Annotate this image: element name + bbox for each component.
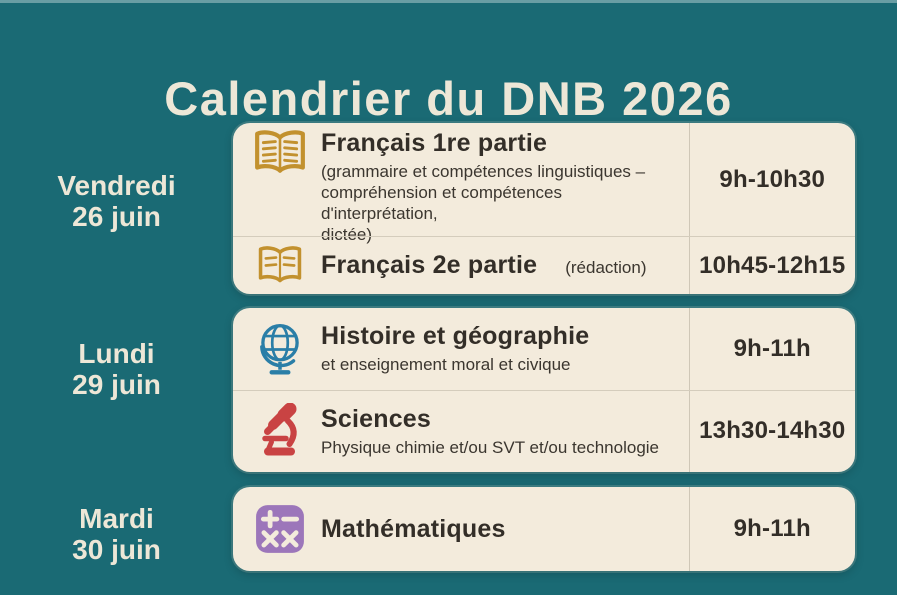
exam-row-francais-1: Français 1re partie (grammaire et compét… [233, 123, 856, 244]
calculator-icon [249, 503, 311, 555]
subject-cell: Mathématiques [233, 503, 689, 555]
exam-time: 10h45-12h15 [688, 237, 856, 294]
exam-row-mathematiques: Mathématiques 9h-11h [233, 487, 855, 571]
exam-row-histoire-geo: Histoire et géographie et enseignement m… [233, 308, 855, 390]
exam-time: 9h-11h [688, 487, 856, 571]
day-date: 26 juin [72, 201, 161, 233]
open-book-icon [249, 129, 311, 177]
day-date: 29 juin [72, 369, 161, 401]
subject-cell: Histoire et géographie et enseignement m… [233, 321, 689, 377]
exam-row-francais-2: Français 2e partie (rédaction) 10h45-12h… [233, 236, 855, 294]
subject-cell: Sciences Physique chimie et/ou SVT et/ou… [233, 403, 689, 459]
subject-title: Français 1re partie [321, 128, 548, 157]
open-book-icon [249, 245, 311, 286]
top-edge-highlight [0, 0, 897, 3]
subject-title: Sciences [321, 404, 432, 433]
subject-subtitle: et enseignement moral et civique [321, 355, 571, 374]
subject-title: Français 2e partie [321, 251, 538, 280]
day-date: 30 juin [72, 534, 161, 566]
subject-title: Histoire et géographie [321, 322, 590, 351]
day-label-vendredi-26-juin: Vendredi 26 juin [0, 170, 233, 233]
exam-time: 9h-11h [688, 308, 856, 390]
subject-subtitle: (grammaire et compétences linguistiques … [321, 161, 646, 245]
day-name: Vendredi [57, 170, 176, 201]
subject-subtitle: (rédaction) [565, 258, 647, 278]
subject-cell: Français 1re partie (grammaire et compét… [233, 123, 689, 246]
day-label-lundi-29-juin: Lundi 29 juin [0, 338, 233, 401]
exam-time: 9h-10h30 [688, 123, 856, 237]
globe-icon [249, 321, 311, 377]
day-name: Lundi [78, 338, 155, 369]
subject-cell: Français 2e partie (rédaction) [233, 245, 689, 286]
day-label-mardi-30-juin: Mardi 30 juin [0, 503, 233, 566]
day-name: Mardi [79, 503, 154, 534]
microscope-icon [249, 403, 311, 459]
exam-row-sciences: Sciences Physique chimie et/ou SVT et/ou… [233, 389, 856, 472]
exam-card-vendredi: Français 1re partie (grammaire et compét… [233, 123, 855, 294]
subject-title: Mathématiques [321, 514, 506, 543]
exam-card-lundi: Histoire et géographie et enseignement m… [233, 308, 855, 472]
page-title: Calendrier du DNB 2026 [164, 72, 733, 126]
subject-subtitle: Physique chimie et/ou SVT et/ou technolo… [321, 437, 660, 457]
exam-time: 13h30-14h30 [688, 390, 856, 472]
exam-card-mardi: Mathématiques 9h-11h [233, 487, 855, 571]
